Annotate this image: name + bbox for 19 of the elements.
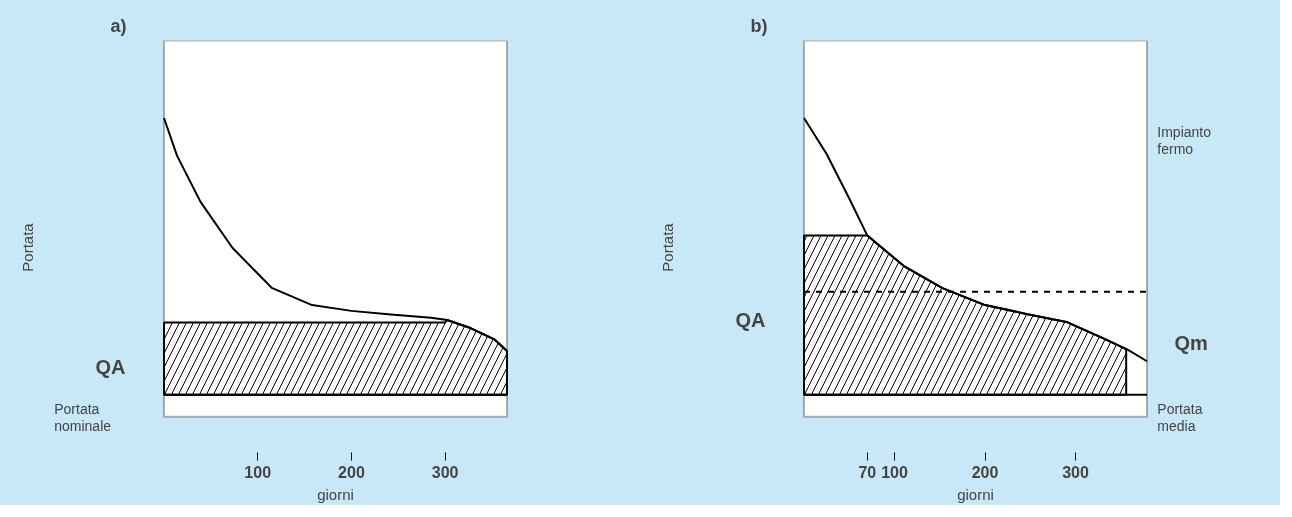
x-axis-title: giorni bbox=[317, 485, 354, 503]
text: Portata media bbox=[1157, 400, 1203, 434]
x-tick-label: 100 bbox=[881, 463, 908, 481]
y-axis-title: Portata bbox=[658, 222, 676, 272]
x-tick-label: 200 bbox=[971, 463, 999, 481]
chart-title: b) bbox=[750, 15, 768, 36]
x-tick-label: 100 bbox=[244, 463, 272, 481]
x-tick-label: 300 bbox=[1062, 463, 1089, 481]
x-tick-label: 200 bbox=[338, 463, 365, 481]
ref-line-label: Qm bbox=[1174, 332, 1208, 355]
x-axis-title: giorni bbox=[957, 485, 994, 503]
text: QA bbox=[735, 309, 766, 332]
x-tick-label: 300 bbox=[431, 463, 459, 481]
x-tick-label: 70 bbox=[858, 463, 877, 481]
y-axis-title: Portata bbox=[18, 222, 36, 272]
text: Portata nominale bbox=[54, 400, 112, 434]
text: QA bbox=[95, 356, 126, 379]
chart-title: a) bbox=[110, 15, 127, 36]
text: Impianto fermo bbox=[1157, 123, 1212, 157]
